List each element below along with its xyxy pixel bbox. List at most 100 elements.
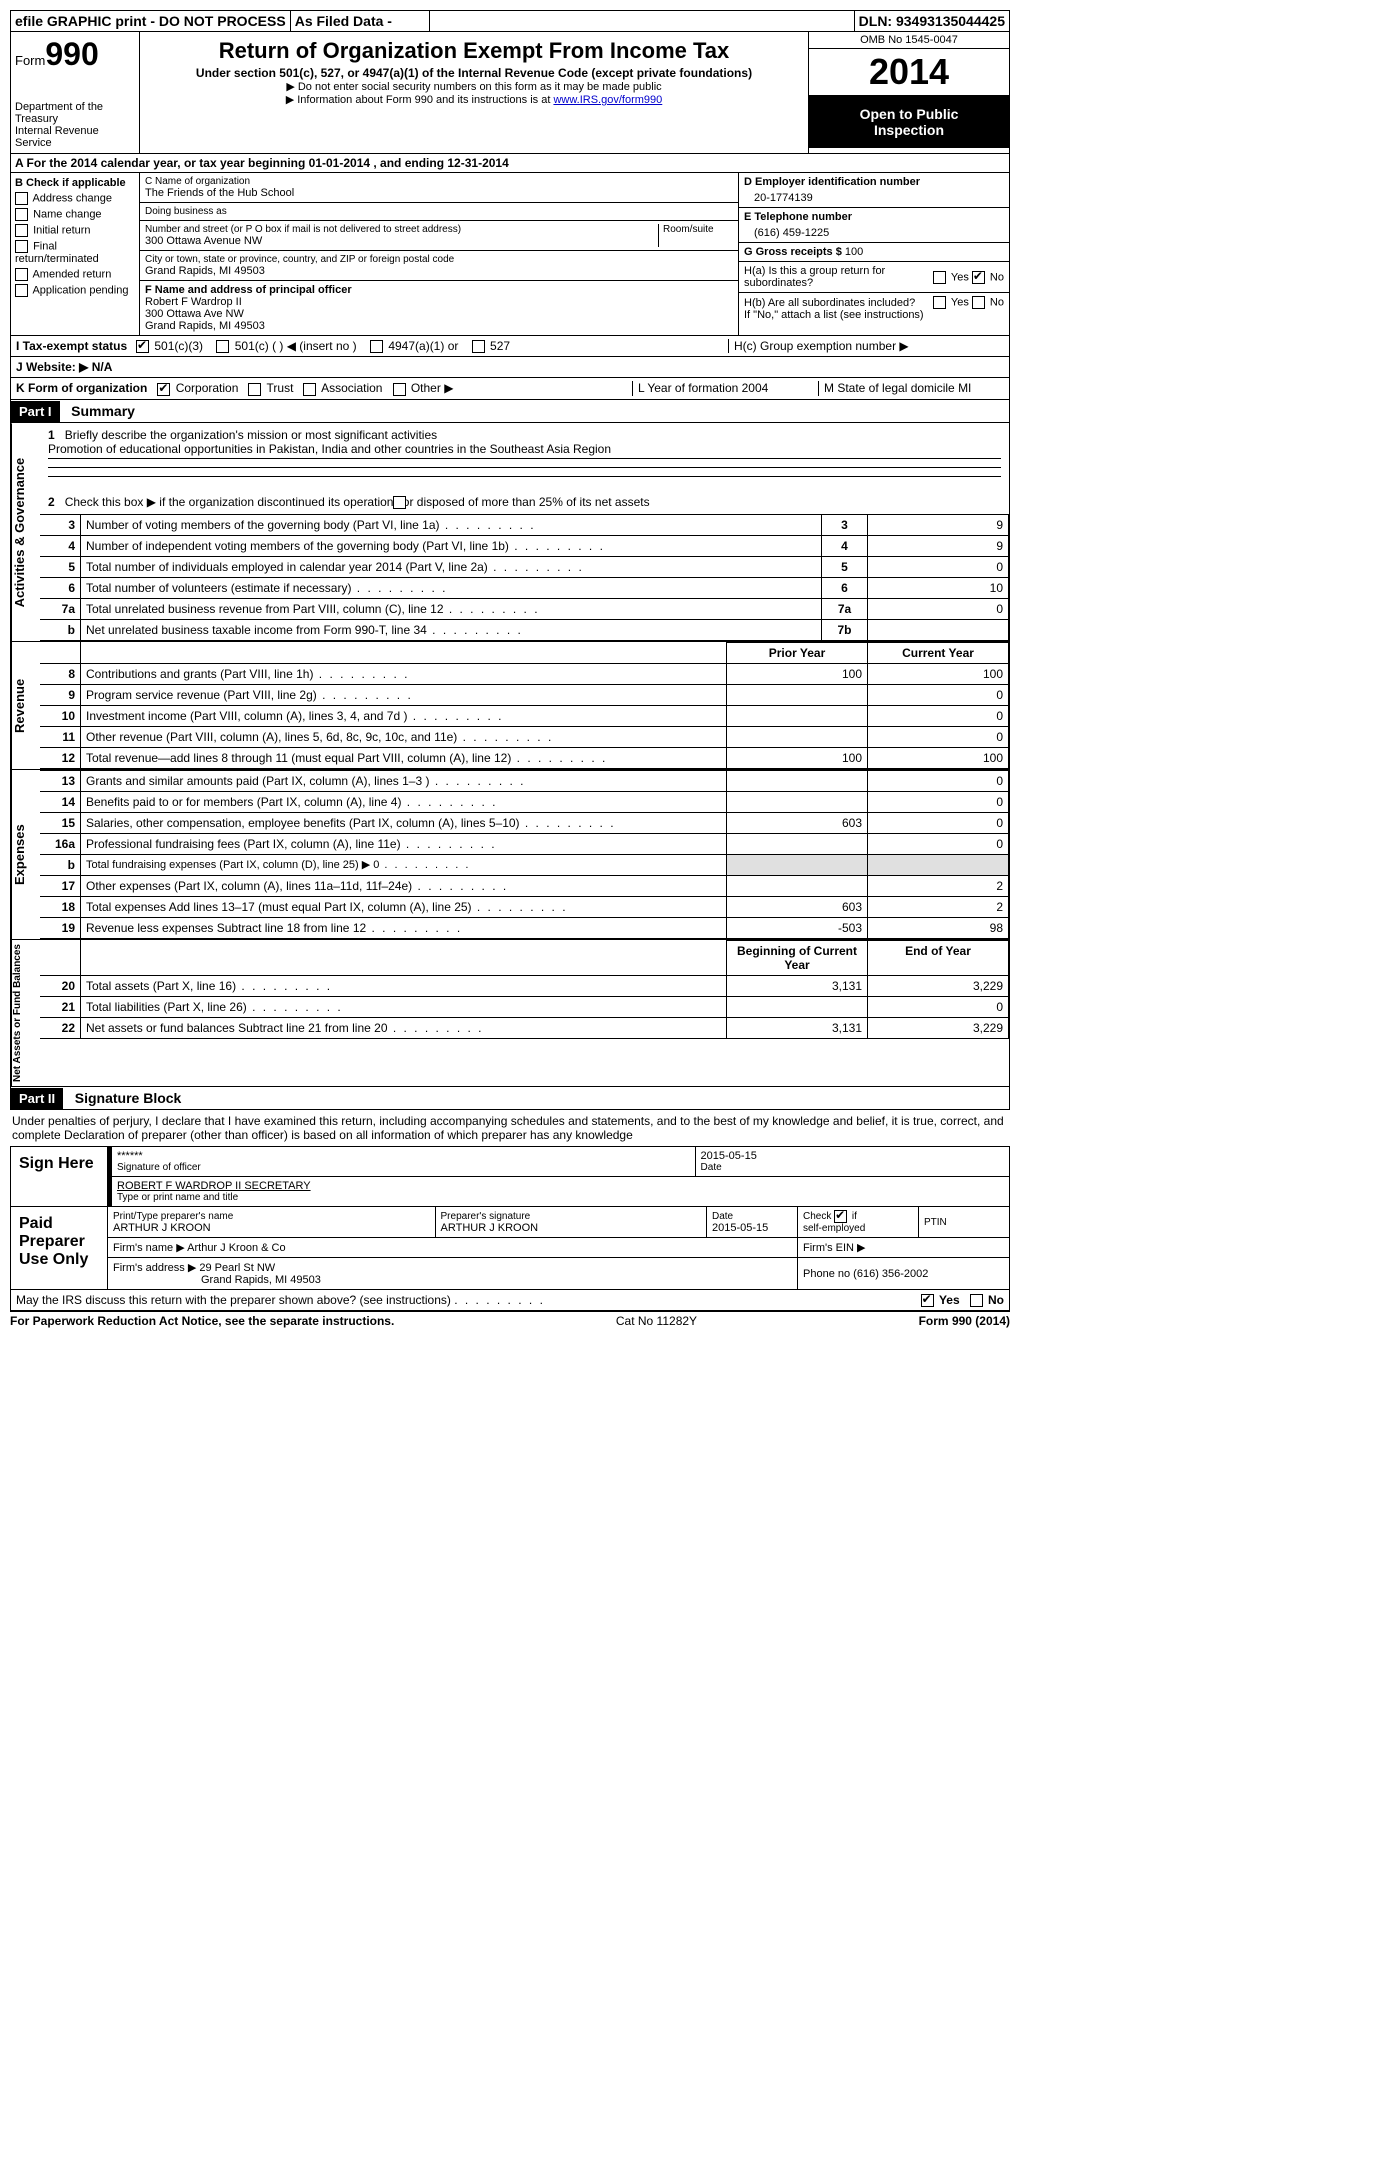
- line1-mission: 1 Briefly describe the organization's mi…: [40, 423, 1009, 490]
- phone-cell: E Telephone number (616) 459-1225: [739, 208, 1009, 243]
- city-cell: City or town, state or province, country…: [140, 251, 738, 281]
- chk-other[interactable]: [393, 383, 406, 396]
- table-row: 19Revenue less expenses Subtract line 18…: [40, 917, 1009, 938]
- table-row: 17Other expenses (Part IX, column (A), l…: [40, 875, 1009, 896]
- line-a-tax-year: A For the 2014 calendar year, or tax yea…: [10, 154, 1010, 173]
- chk-corporation[interactable]: [157, 383, 170, 396]
- irs-link[interactable]: www.IRS.gov/form990: [553, 94, 662, 106]
- ein-cell: D Employer identification number 20-1774…: [739, 173, 1009, 208]
- firm-name: Arthur J Kroon & Co: [187, 1242, 285, 1254]
- row-j-website: J Website: ▶ N/A: [10, 357, 1010, 378]
- col-b-checkboxes: B Check if applicable Address change Nam…: [11, 173, 140, 335]
- sign-here-label: Sign Here: [11, 1147, 108, 1206]
- table-row: 15Salaries, other compensation, employee…: [40, 812, 1009, 833]
- year-formation: L Year of formation 2004: [632, 381, 818, 395]
- footer-left: For Paperwork Reduction Act Notice, see …: [10, 1314, 394, 1328]
- state-domicile: M State of legal domicile MI: [818, 381, 1004, 395]
- chk-trust[interactable]: [248, 383, 261, 396]
- row-k-form-org: K Form of organization Corporation Trust…: [10, 378, 1010, 399]
- chk-application-pending[interactable]: Application pending: [15, 284, 135, 297]
- table-row: 10Investment income (Part VIII, column (…: [40, 705, 1009, 726]
- hdr-begin-year: Beginning of Current Year: [727, 940, 868, 975]
- col-b-title: B Check if applicable: [15, 177, 135, 189]
- col-d-right: D Employer identification number 20-1774…: [739, 173, 1009, 335]
- table-row: 13Grants and similar amounts paid (Part …: [40, 770, 1009, 791]
- note-ssn: ▶ Do not enter social security numbers o…: [148, 80, 800, 93]
- signature-block: Sign Here ****** Signature of officer 20…: [10, 1146, 1010, 1290]
- dba-cell: Doing business as: [140, 203, 738, 221]
- org-name: The Friends of the Hub School: [145, 187, 733, 199]
- hdr-current-year: Current Year: [868, 642, 1009, 663]
- table-row: 20Total assets (Part X, line 16)3,1313,2…: [40, 975, 1009, 996]
- vlabel-netassets: Net Assets or Fund Balances: [11, 940, 40, 1086]
- preparer-name: ARTHUR J KROON: [113, 1222, 430, 1234]
- table-row: 6Total number of volunteers (estimate if…: [40, 577, 1009, 598]
- preparer-signature: ARTHUR J KROON: [441, 1222, 701, 1234]
- part2-header-row: Part II Signature Block: [10, 1087, 1010, 1110]
- form-header: Form990 Department of the Treasury Inter…: [10, 32, 1010, 154]
- table-row: 18Total expenses Add lines 13–17 (must e…: [40, 896, 1009, 917]
- activities-governance-block: Activities & Governance 1 Briefly descri…: [10, 423, 1010, 642]
- vlabel-activities: Activities & Governance: [11, 423, 40, 641]
- street-cell: Number and street (or P O box if mail is…: [140, 221, 738, 251]
- form-subtitle: Under section 501(c), 527, or 4947(a)(1)…: [148, 66, 800, 80]
- efile-notice: efile GRAPHIC print - DO NOT PROCESS: [11, 11, 291, 31]
- revenue-block: Revenue Prior Year Current Year 8Contrib…: [10, 642, 1010, 770]
- chk-association[interactable]: [303, 383, 316, 396]
- chk-name-change[interactable]: Name change: [15, 208, 135, 221]
- vlabel-expenses: Expenses: [11, 770, 40, 939]
- chk-4947[interactable]: [370, 340, 383, 353]
- footer: For Paperwork Reduction Act Notice, see …: [10, 1311, 1010, 1328]
- governance-table: 3Number of voting members of the governi…: [40, 514, 1009, 641]
- self-employed-check[interactable]: Check ifself-employed: [798, 1207, 919, 1238]
- note-info: ▶ Information about Form 990 and its ins…: [148, 93, 800, 106]
- firm-address1: 29 Pearl St NW: [199, 1262, 275, 1274]
- hdr-prior-year: Prior Year: [727, 642, 868, 663]
- chk-irs-yes[interactable]: [921, 1294, 934, 1307]
- open-to-public: Open to PublicInspection: [809, 96, 1009, 148]
- officer-city: Grand Rapids, MI 49503: [145, 320, 733, 332]
- vlabel-revenue: Revenue: [11, 642, 40, 769]
- chk-initial-return[interactable]: Initial return: [15, 224, 135, 237]
- omb-number: OMB No 1545-0047: [809, 32, 1009, 49]
- mission-text: Promotion of educational opportunities i…: [48, 442, 611, 456]
- year-block: OMB No 1545-0047 2014 Open to PublicInsp…: [809, 32, 1009, 153]
- col-c-org-info: C Name of organization The Friends of th…: [140, 173, 739, 335]
- ptin-label: PTIN: [924, 1217, 1004, 1228]
- chk-irs-no[interactable]: [970, 1294, 983, 1307]
- chk-final-return[interactable]: Final return/terminated: [15, 240, 135, 265]
- row-i-tax-status: I Tax-exempt status 501(c)(3) 501(c) ( )…: [10, 336, 1010, 357]
- firm-address2: Grand Rapids, MI 49503: [113, 1274, 321, 1286]
- table-row: 21Total liabilities (Part X, line 26)0: [40, 996, 1009, 1017]
- expenses-table: 13Grants and similar amounts paid (Part …: [40, 770, 1009, 939]
- may-irs-discuss: May the IRS discuss this return with the…: [10, 1290, 1010, 1311]
- table-row: bNet unrelated business taxable income f…: [40, 619, 1009, 640]
- firm-phone: (616) 356-2002: [853, 1268, 928, 1280]
- part1-title: Summary: [63, 400, 143, 422]
- chk-501c3[interactable]: [136, 340, 149, 353]
- ein-value: 20-1774139: [744, 188, 1004, 204]
- form-title: Return of Organization Exempt From Incom…: [148, 38, 800, 64]
- dept-irs: Internal Revenue Service: [15, 125, 135, 149]
- ha-cell: H(a) Is this a group return for subordin…: [739, 262, 1009, 293]
- preparer-date: 2015-05-15: [712, 1222, 792, 1234]
- chk-discontinued[interactable]: [393, 496, 406, 509]
- chk-amended-return[interactable]: Amended return: [15, 268, 135, 281]
- spacer: [430, 11, 855, 31]
- part1-label: Part I: [11, 401, 60, 422]
- phone-value: (616) 459-1225: [744, 223, 1004, 239]
- form-id-block: Form990 Department of the Treasury Inter…: [11, 32, 140, 153]
- asfiled: As Filed Data -: [291, 11, 430, 31]
- org-name-cell: C Name of organization The Friends of th…: [140, 173, 738, 203]
- chk-address-change[interactable]: Address change: [15, 192, 135, 205]
- hc-cell: H(c) Group exemption number ▶: [728, 339, 1004, 353]
- officer-cell: F Name and address of principal officer …: [140, 281, 738, 335]
- chk-527[interactable]: [472, 340, 485, 353]
- chk-501c[interactable]: [216, 340, 229, 353]
- table-row: 16aProfessional fundraising fees (Part I…: [40, 833, 1009, 854]
- table-row: 8Contributions and grants (Part VIII, li…: [40, 663, 1009, 684]
- revenue-table: Prior Year Current Year 8Contributions a…: [40, 642, 1009, 769]
- table-row: 3Number of voting members of the governi…: [40, 514, 1009, 535]
- expenses-block: Expenses 13Grants and similar amounts pa…: [10, 770, 1010, 940]
- netassets-table: Beginning of Current Year End of Year 20…: [40, 940, 1009, 1039]
